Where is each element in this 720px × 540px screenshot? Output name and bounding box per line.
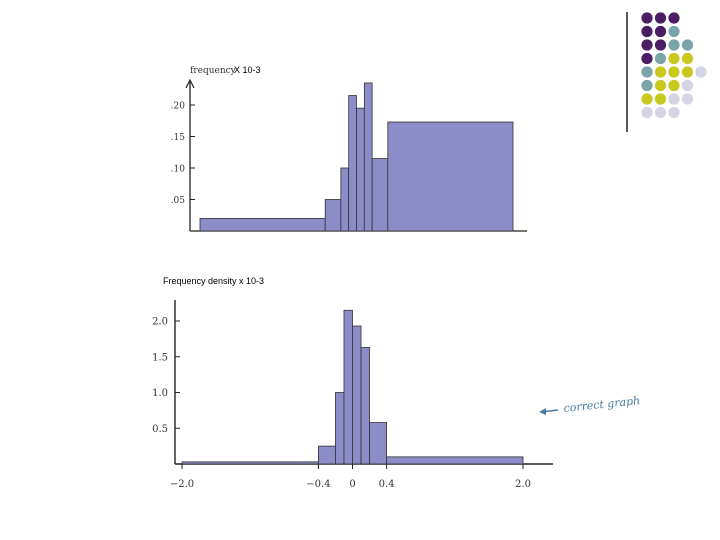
decorative-dot <box>654 93 667 105</box>
decorative-dot-grid <box>641 12 707 119</box>
decorative-dot <box>641 93 653 105</box>
decorative-dot <box>681 93 694 105</box>
decorative-dot <box>654 25 667 38</box>
annotation-text: correct graph <box>563 394 641 415</box>
decorative-dot <box>654 79 667 92</box>
chart1-y-axis-arrow-icon <box>185 78 195 89</box>
chart2-x-tick-label: −0.4 <box>306 479 330 490</box>
frequency-histogram: frequency X 10-3 .05 .10 .15 .20 <box>171 65 527 232</box>
chart2-y-tick-label: 0.5 <box>152 424 168 435</box>
decorative-dot <box>654 106 667 119</box>
chart2-bar <box>335 392 345 465</box>
chart2-x-tick-label: 0 <box>349 479 355 490</box>
chart2-bar <box>386 456 524 465</box>
decorative-dot <box>641 79 653 92</box>
decorative-dot <box>641 12 653 24</box>
chart2-bars <box>181 309 524 465</box>
chart1-bar <box>324 199 342 232</box>
decorative-dot <box>654 66 667 78</box>
chart1-bars <box>199 82 514 232</box>
chart1-bar <box>387 121 514 232</box>
decorative-dot <box>641 66 653 78</box>
chart2-bar <box>181 461 319 465</box>
chart2-x-tick-label: 0.4 <box>379 479 395 490</box>
decorative-dot <box>668 25 680 38</box>
chart2-bar <box>352 325 362 465</box>
chart1-bar <box>363 82 373 232</box>
chart1-bar <box>340 167 350 232</box>
decorative-dot <box>654 12 667 24</box>
chart1-ylabel: frequency <box>190 66 237 76</box>
decorative-dot <box>641 25 653 38</box>
decorative-dot <box>668 106 680 119</box>
chart2-bar <box>343 309 353 465</box>
decorative-dot <box>668 66 680 78</box>
chart2-y-tick-label: 1.0 <box>152 388 168 399</box>
decorative-dot <box>668 93 680 105</box>
decorative-dot <box>654 39 667 51</box>
decorative-dot <box>681 66 694 78</box>
decorative-dot <box>681 39 694 51</box>
chart1-ylabel-suffix: X 10-3 <box>234 65 261 75</box>
decorative-dot <box>681 79 694 92</box>
decorative-dot <box>668 79 680 92</box>
decorative-dot <box>695 66 707 78</box>
chart1-y-tick-label: .15 <box>171 133 186 143</box>
chart2-bar <box>317 445 336 465</box>
chart2-y-tick-label: 1.5 <box>152 352 168 363</box>
decorative-dot <box>668 39 680 51</box>
chart1-bar <box>199 217 326 232</box>
chart1-bar <box>348 95 357 232</box>
decorative-dot <box>668 52 680 65</box>
chart1-bar <box>371 158 389 232</box>
decorative-dot <box>654 52 667 65</box>
chart2-bar <box>360 347 370 465</box>
chart2-x-tick-label: −2.0 <box>170 479 194 490</box>
chart2-ylabel: Frequency density x 10-3 <box>163 276 264 286</box>
chart1-y-tick-label: .20 <box>171 102 186 112</box>
correct-graph-annotation: correct graph <box>539 394 641 415</box>
chart1-y-tick-label: .10 <box>171 165 186 175</box>
chart1-y-ticks: .05 .10 .15 .20 <box>171 102 195 206</box>
decorative-dot <box>641 39 653 51</box>
decorative-dot <box>641 52 653 65</box>
frequency-density-histogram: Frequency density x 10-3 0.5 1.0 1.5 2.0 −2… <box>152 276 641 490</box>
chart1-y-tick-label: .05 <box>171 196 186 206</box>
decorative-dot <box>681 52 694 65</box>
annotation-arrow-head-icon <box>539 408 546 415</box>
chart2-x-tick-label: 2.0 <box>515 479 531 490</box>
decorative-dot <box>641 106 653 119</box>
chart2-x-ticks: −2.0 −0.4 0 0.4 2.0 <box>170 464 531 490</box>
chart2-y-tick-label: 2.0 <box>152 317 168 328</box>
decorative-dot <box>668 12 680 24</box>
chart2-bar <box>369 422 387 465</box>
chart2-y-ticks: 0.5 1.0 1.5 2.0 <box>152 317 180 435</box>
chart1-bar <box>356 107 365 232</box>
